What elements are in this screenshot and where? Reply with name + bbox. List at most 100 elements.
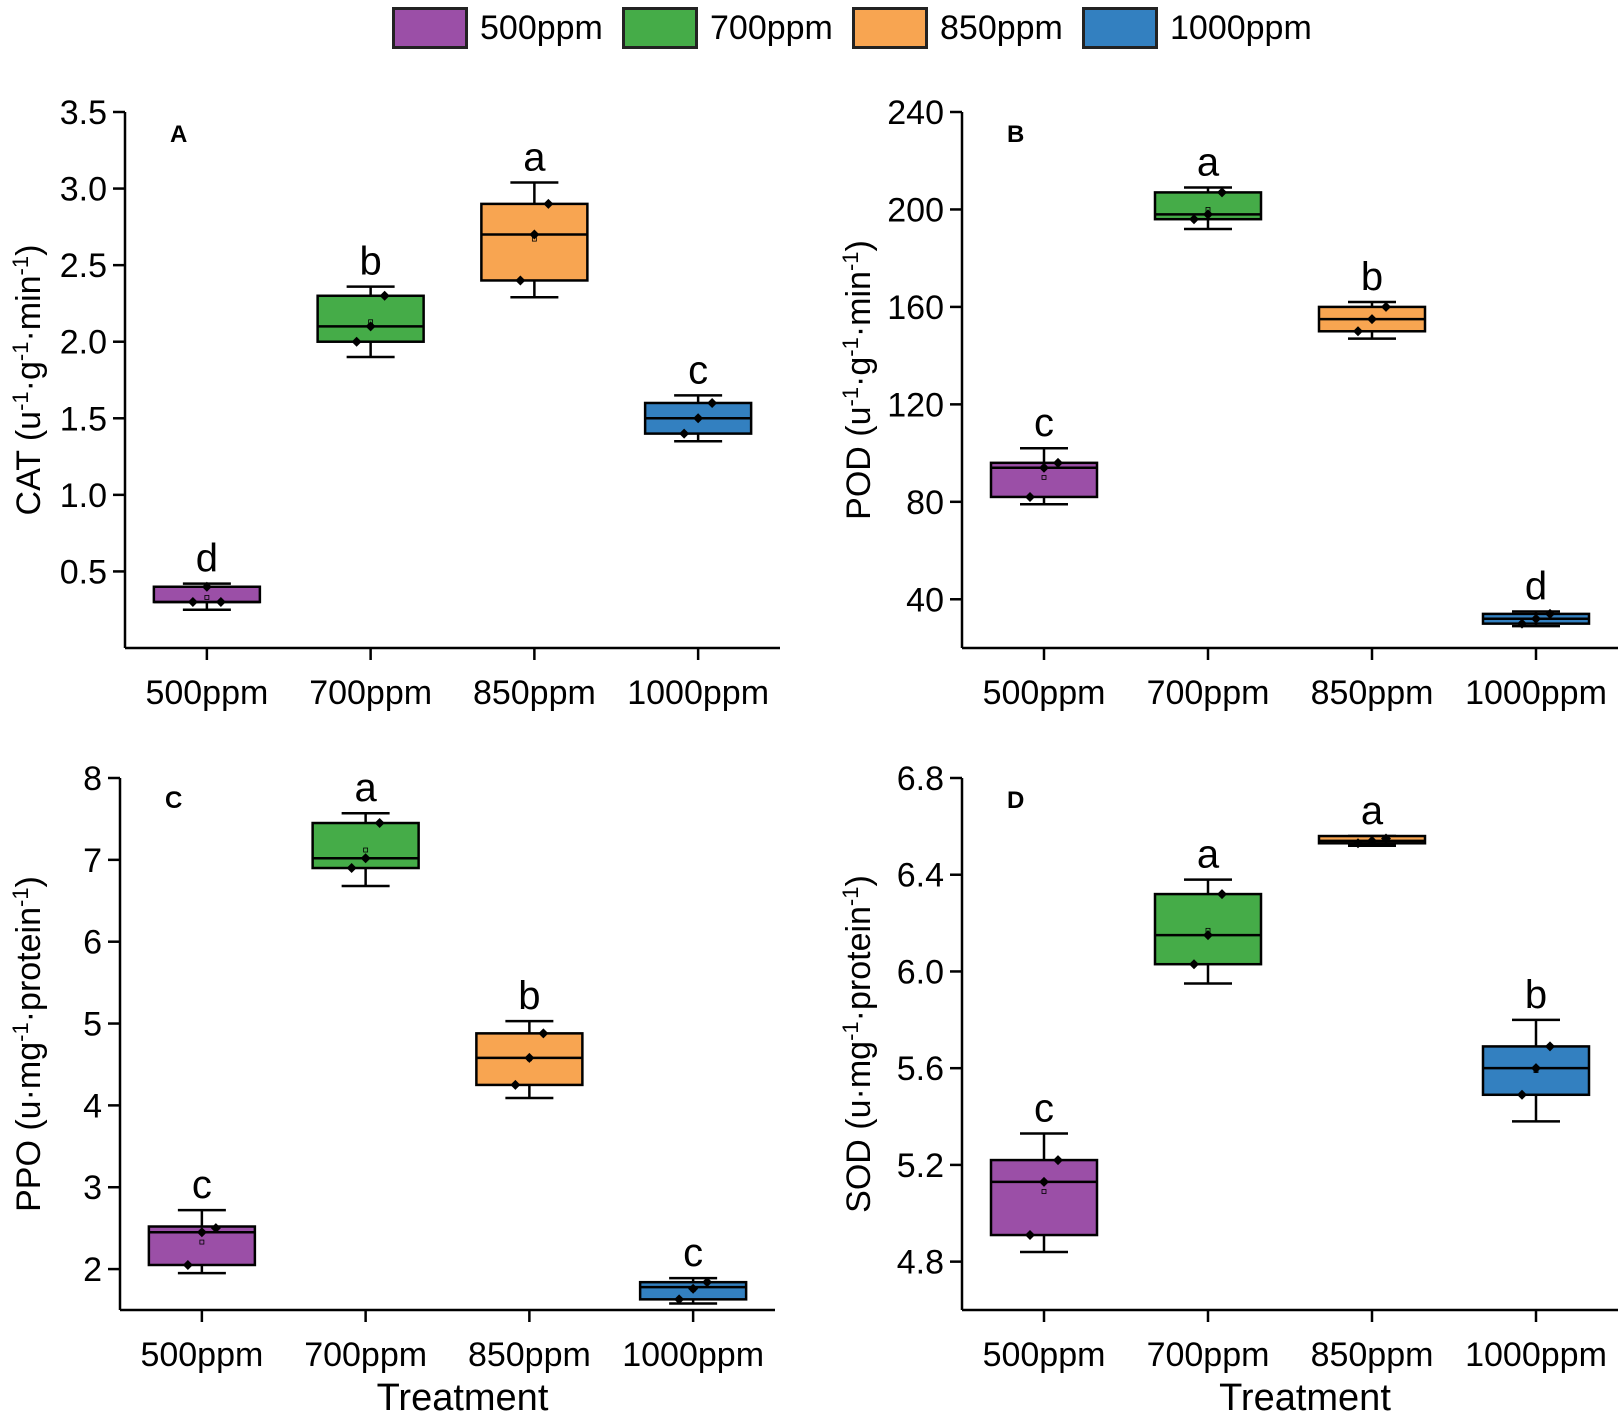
y-tick-label: 3.0 [60,171,107,209]
x-tick-label: 850ppm [1311,674,1434,712]
data-point [1381,301,1391,312]
y-tick-label: 8 [83,760,102,798]
y-tick-label: 120 [887,386,944,424]
y-tick-label: 160 [887,289,944,327]
significance-letter: b [1361,255,1383,299]
box-850ppm: a [1317,789,1427,849]
y-tick-label: 6.0 [897,953,944,991]
data-point [1353,326,1363,337]
data-point [201,581,212,592]
data-point [543,198,554,209]
significance-letter: a [1361,789,1384,833]
data-point [510,1079,521,1090]
x-tick-label: 700ppm [1147,1336,1270,1374]
y-tick-label: 2.5 [60,247,107,285]
legend-label-1000ppm: 1000ppm [1170,9,1312,47]
box-700ppm: b [316,240,425,359]
data-point [374,818,385,829]
y-tick-label: 4.8 [897,1244,944,1282]
data-point [1381,833,1391,844]
data-point [1053,457,1063,468]
y-tick-label: 2 [83,1251,102,1289]
data-point [346,863,357,874]
x-tick-label: 1000ppm [627,674,769,712]
y-tick-label: 5 [83,1006,102,1044]
data-point [351,336,362,347]
data-point [1531,1063,1541,1074]
significance-letter: c [192,1163,212,1207]
box-body [480,202,589,282]
y-tick-label: 0.5 [60,553,107,591]
x-tick-label: 500ppm [983,1336,1106,1374]
box-850ppm: a [480,135,589,299]
data-point [1039,462,1049,473]
box-500ppm: c [989,1086,1099,1254]
box-700ppm: a [1153,141,1263,231]
data-point [524,1052,535,1063]
box-1000ppm: d [1481,564,1591,629]
x-tick-label: 850ppm [468,1336,591,1374]
data-point [702,1277,713,1288]
significance-letter: d [1525,564,1547,608]
box-1000ppm: c [643,348,753,443]
x-tick-label: 700ppm [304,1336,427,1374]
y-tick-label: 1.0 [60,477,107,515]
box-850ppm: b [1317,255,1427,340]
data-point [1025,491,1035,502]
data-point [674,1294,685,1305]
legend-label-500ppm: 500ppm [480,9,603,47]
box-1000ppm: c [638,1231,748,1305]
x-axis-label: Treatment [377,1377,549,1419]
data-point [1203,930,1213,941]
data-point [1203,209,1213,220]
box-700ppm: a [1153,833,1263,985]
y-axis-label: SOD (u·mg-1·protein-1) [838,875,878,1213]
data-point [1217,889,1227,900]
data-point [182,1259,193,1270]
data-point [1545,608,1555,619]
y-axis-label: CAT (u-1·g-1·min-1) [8,245,48,516]
legend-swatch-1000ppm [1082,7,1158,49]
significance-letter: b [518,974,540,1018]
y-axis-label: PPO (u·mg-1·protein-1) [8,876,48,1212]
data-point [1367,835,1377,846]
data-point [215,597,226,608]
legend-swatch-700ppm [622,7,698,49]
panel-letter: B [1007,121,1024,148]
panel-letter: C [165,787,182,814]
panel-c: 2 3 4 5 6 7 8 500ppm 700ppm 850ppm 1000ppm C PPO (u·… [8,760,775,1419]
y-tick-label: 40 [906,581,944,619]
panel-a: 0.5 1.0 1.5 2.0 2.5 3.0 3.5 500ppm 700ppm 850ppm 1… [8,94,780,712]
mean-marker [1041,475,1047,480]
panel-d: 4.8 5.2 5.6 6.0 6.4 6.8 500ppm 700ppm 850ppm 1000… [838,760,1618,1419]
x-tick-label: 500ppm [983,674,1106,712]
y-tick-label: 6.4 [897,857,944,895]
y-tick-label: 2.0 [60,324,107,362]
significance-letter: c [1034,1086,1054,1130]
legend-label-850ppm: 850ppm [940,9,1063,47]
mean-marker [1041,1189,1047,1194]
data-point [1517,1089,1527,1100]
mean-marker [204,595,210,600]
y-tick-label: 7 [83,842,102,880]
y-tick-label: 6.8 [897,760,944,798]
box-body [989,1158,1099,1237]
x-tick-label: 1000ppm [622,1336,764,1374]
data-point [1367,314,1377,325]
y-tick-label: 240 [887,94,944,132]
significance-letter: d [196,537,218,581]
y-tick-label: 5.2 [897,1147,944,1185]
x-tick-label: 850ppm [473,674,596,712]
data-point [707,397,718,408]
y-tick-label: 3 [83,1169,102,1207]
data-point [187,597,198,608]
data-point [693,413,704,424]
significance-letter: a [1197,833,1220,877]
x-tick-label: 700ppm [309,674,432,712]
box-500ppm: c [989,401,1099,506]
legend: 500ppm 700ppm 850ppm 1000ppm [0,5,1624,55]
x-tick-label: 700ppm [1147,674,1270,712]
y-tick-label: 5.6 [897,1050,944,1088]
box-body [316,294,425,343]
